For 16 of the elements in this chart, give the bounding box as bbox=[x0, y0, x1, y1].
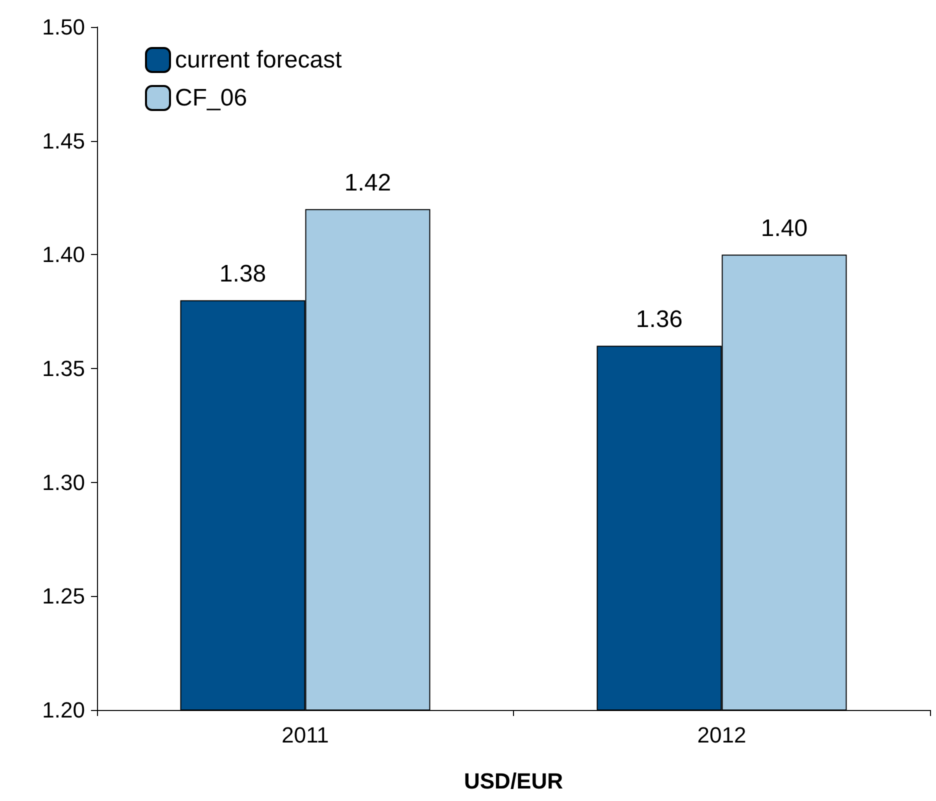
y-tick-label: 1.45 bbox=[42, 128, 85, 154]
legend-label: CF_06 bbox=[175, 84, 248, 112]
x-tick-label: 2012 bbox=[697, 722, 746, 748]
data-label: 1.40 bbox=[760, 215, 808, 242]
x-tick-label: 2011 bbox=[282, 722, 329, 748]
y-tick-label: 1.50 bbox=[42, 14, 85, 40]
y-tick-label: 1.40 bbox=[42, 242, 85, 268]
data-label: 1.38 bbox=[219, 260, 266, 288]
y-tick-label: 1.30 bbox=[42, 470, 85, 495]
legend-label: current forecast bbox=[175, 46, 342, 74]
data-label: 1.42 bbox=[344, 170, 392, 197]
data-label: 1.36 bbox=[636, 306, 683, 334]
y-tick-label: 1.25 bbox=[42, 584, 85, 609]
x-axis-title: USD/EUR bbox=[464, 768, 564, 794]
y-tick-label: 1.35 bbox=[42, 356, 85, 381]
y-tick-label: 1.20 bbox=[42, 698, 85, 722]
